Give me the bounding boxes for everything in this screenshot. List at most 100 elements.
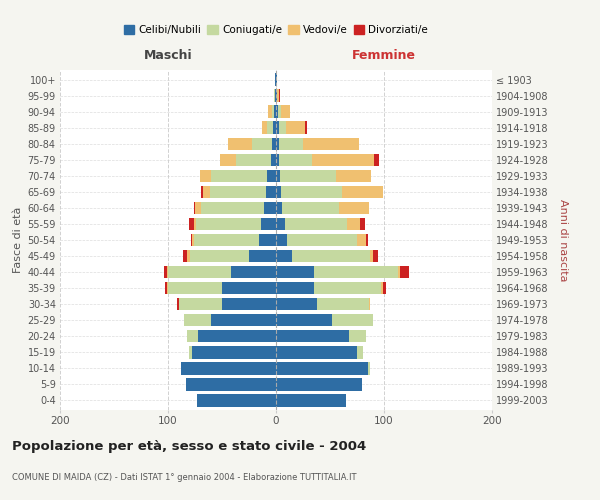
- Bar: [272, 106, 274, 118]
- Bar: [338, 202, 369, 214]
- Bar: [276, 266, 314, 278]
- Bar: [203, 186, 210, 198]
- Bar: [275, 90, 276, 102]
- Bar: [183, 250, 187, 262]
- Bar: [276, 122, 279, 134]
- Bar: [276, 138, 279, 150]
- Bar: [347, 218, 360, 230]
- Bar: [273, 122, 276, 134]
- Bar: [276, 282, 314, 294]
- Bar: [276, 186, 281, 198]
- Bar: [188, 346, 192, 358]
- Bar: [276, 106, 278, 118]
- Bar: [211, 170, 268, 182]
- Bar: [210, 186, 266, 198]
- Bar: [222, 298, 276, 310]
- Bar: [276, 394, 346, 406]
- Bar: [200, 170, 211, 182]
- Bar: [276, 314, 332, 326]
- Bar: [211, 314, 276, 326]
- Bar: [261, 218, 276, 230]
- Bar: [276, 154, 279, 166]
- Bar: [184, 314, 211, 326]
- Bar: [264, 202, 276, 214]
- Bar: [181, 362, 276, 374]
- Bar: [194, 202, 195, 214]
- Bar: [167, 282, 168, 294]
- Bar: [165, 282, 167, 294]
- Bar: [191, 234, 192, 246]
- Bar: [349, 330, 365, 342]
- Bar: [192, 234, 194, 246]
- Bar: [292, 250, 370, 262]
- Bar: [268, 106, 272, 118]
- Bar: [314, 282, 381, 294]
- Bar: [164, 266, 167, 278]
- Bar: [274, 106, 276, 118]
- Bar: [276, 90, 277, 102]
- Y-axis label: Fasce di età: Fasce di età: [13, 207, 23, 273]
- Bar: [276, 218, 284, 230]
- Bar: [187, 330, 198, 342]
- Bar: [276, 250, 292, 262]
- Bar: [383, 282, 386, 294]
- Bar: [222, 282, 276, 294]
- Bar: [268, 170, 276, 182]
- Bar: [305, 122, 307, 134]
- Bar: [252, 138, 272, 150]
- Bar: [197, 394, 276, 406]
- Bar: [179, 298, 222, 310]
- Bar: [381, 282, 383, 294]
- Legend: Celibi/Nubili, Coniugati/e, Vedovi/e, Divorziati/e: Celibi/Nubili, Coniugati/e, Vedovi/e, Di…: [119, 21, 433, 39]
- Bar: [262, 122, 268, 134]
- Text: Popolazione per età, sesso e stato civile - 2004: Popolazione per età, sesso e stato civil…: [12, 440, 366, 453]
- Bar: [266, 186, 276, 198]
- Bar: [196, 218, 261, 230]
- Bar: [314, 266, 398, 278]
- Text: Maschi: Maschi: [143, 49, 193, 62]
- Bar: [168, 282, 222, 294]
- Bar: [373, 250, 377, 262]
- Text: Femmine: Femmine: [352, 49, 416, 62]
- Bar: [303, 138, 359, 150]
- Bar: [284, 218, 347, 230]
- Bar: [365, 234, 368, 246]
- Bar: [374, 154, 379, 166]
- Bar: [400, 266, 409, 278]
- Bar: [317, 298, 369, 310]
- Bar: [192, 346, 276, 358]
- Bar: [271, 154, 276, 166]
- Bar: [276, 330, 349, 342]
- Bar: [276, 234, 287, 246]
- Bar: [287, 234, 357, 246]
- Bar: [276, 362, 368, 374]
- Bar: [187, 250, 190, 262]
- Bar: [279, 90, 280, 102]
- Bar: [279, 154, 311, 166]
- Bar: [281, 106, 290, 118]
- Bar: [277, 90, 279, 102]
- Bar: [280, 170, 337, 182]
- Bar: [276, 378, 362, 390]
- Bar: [279, 122, 286, 134]
- Bar: [311, 154, 374, 166]
- Bar: [202, 202, 264, 214]
- Bar: [276, 202, 283, 214]
- Bar: [202, 186, 203, 198]
- Bar: [194, 234, 259, 246]
- Bar: [360, 218, 365, 230]
- Bar: [357, 234, 365, 246]
- Bar: [286, 122, 305, 134]
- Bar: [274, 90, 275, 102]
- Bar: [167, 266, 168, 278]
- Bar: [279, 138, 303, 150]
- Bar: [283, 202, 338, 214]
- Bar: [369, 298, 370, 310]
- Bar: [236, 154, 271, 166]
- Bar: [194, 218, 196, 230]
- Bar: [220, 154, 236, 166]
- Bar: [229, 138, 252, 150]
- Text: COMUNE DI MAIDA (CZ) - Dati ISTAT 1° gennaio 2004 - Elaborazione TUTTITALIA.IT: COMUNE DI MAIDA (CZ) - Dati ISTAT 1° gen…: [12, 472, 356, 482]
- Bar: [332, 314, 373, 326]
- Bar: [190, 250, 249, 262]
